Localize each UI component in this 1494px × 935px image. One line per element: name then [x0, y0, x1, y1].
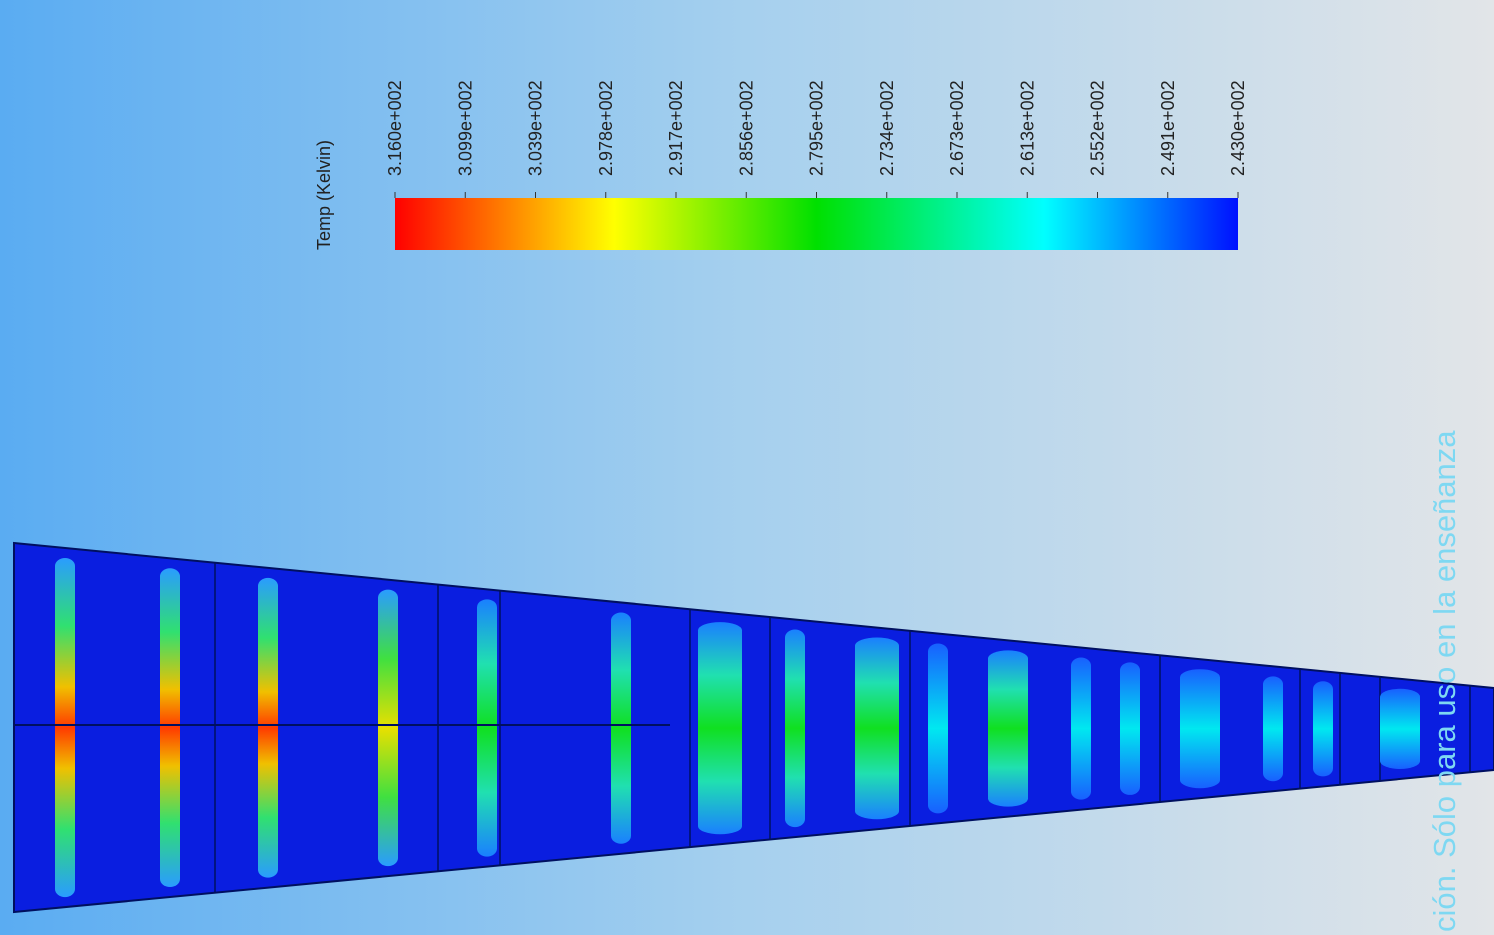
legend-label: 2.552e+002	[1088, 80, 1108, 176]
temperature-band	[611, 612, 631, 843]
temperature-band	[477, 599, 497, 856]
temperature-band	[785, 630, 805, 828]
temperature-band	[1380, 689, 1420, 769]
temperature-band	[160, 568, 180, 887]
temperature-band	[258, 578, 278, 878]
temperature-band	[1313, 681, 1333, 776]
legend-label: 3.099e+002	[455, 80, 475, 176]
legend-label: 2.613e+002	[1017, 80, 1037, 176]
temperature-band	[1071, 658, 1091, 800]
temperature-band	[1263, 676, 1283, 781]
legend-label: 2.795e+002	[807, 80, 827, 176]
temperature-band	[928, 644, 948, 814]
legend-label: 3.039e+002	[526, 80, 546, 176]
page: Temp (Kelvin) 3.160e+002 3.099e+002 3.039e…	[0, 0, 1494, 935]
legend-label: 3.160e+002	[385, 80, 405, 176]
legend-label: 2.430e+002	[1228, 80, 1248, 176]
legend-label: 2.734e+002	[877, 80, 897, 176]
temperature-band	[55, 558, 75, 897]
watermark: ción. Sólo para uso en la enseñanza	[1427, 430, 1462, 932]
legend-label: 2.856e+002	[736, 80, 756, 176]
legend-label: 2.978e+002	[596, 80, 616, 176]
temperature-band	[698, 622, 742, 834]
color-scale	[395, 198, 1238, 250]
legend-label: 2.917e+002	[666, 80, 686, 176]
screenshot: Temp (Kelvin) 3.160e+002 3.099e+002 3.039e…	[0, 0, 1494, 935]
legend-title: Temp (Kelvin)	[314, 140, 334, 250]
temperature-band	[378, 590, 398, 866]
temperature-band	[1120, 662, 1140, 795]
legend-label: 2.673e+002	[947, 80, 967, 176]
legend-label: 2.491e+002	[1158, 80, 1178, 176]
temperature-band	[1180, 669, 1220, 788]
temperature-band	[988, 650, 1028, 806]
temperature-band	[855, 638, 899, 820]
